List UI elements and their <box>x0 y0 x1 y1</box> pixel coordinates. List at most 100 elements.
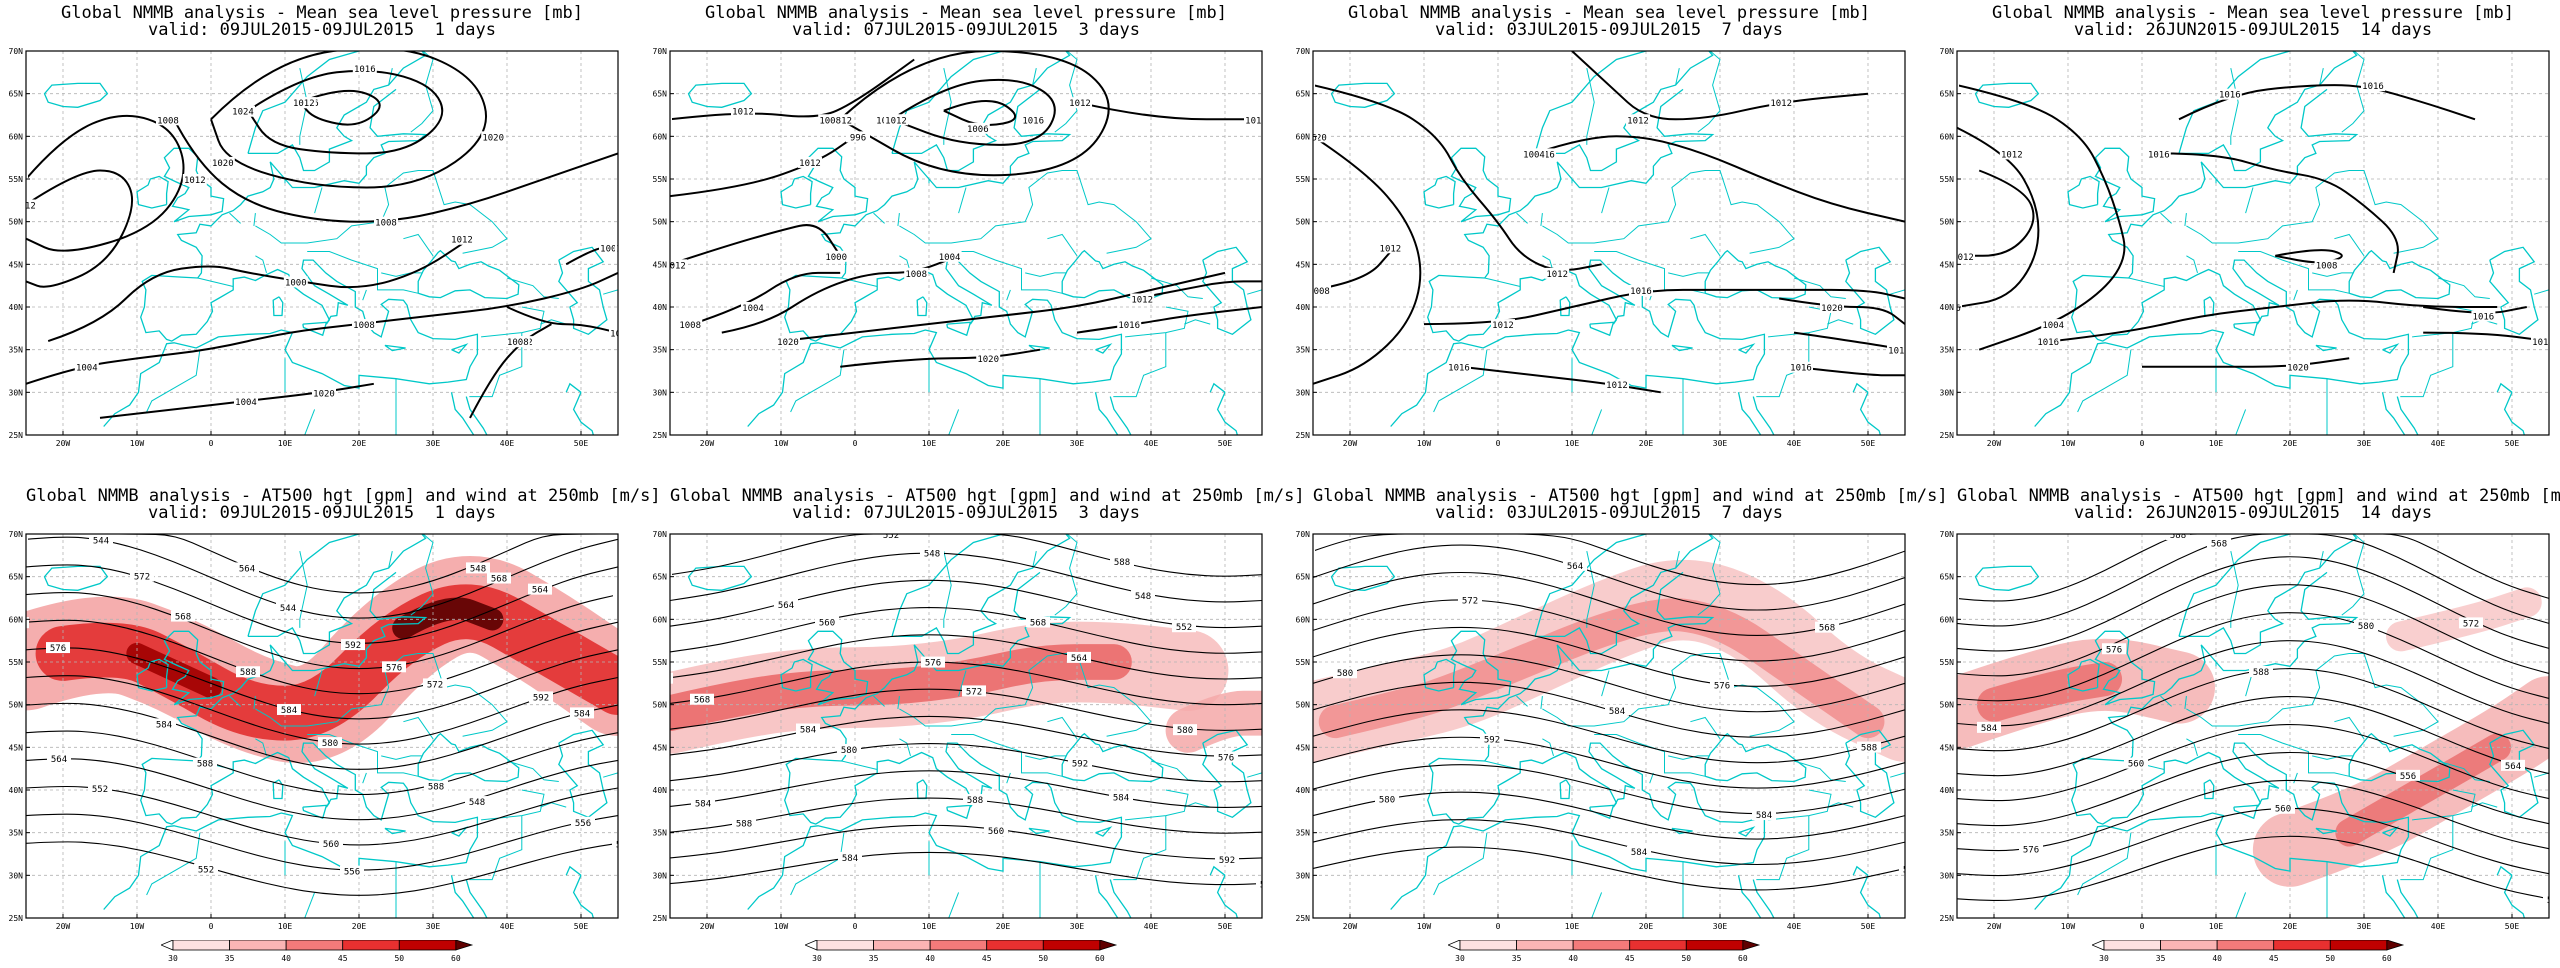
longitude-label: 0 <box>2140 439 2145 448</box>
geopotential-contour <box>670 770 1262 808</box>
latitude-label: 50N <box>653 218 668 227</box>
contour-label: 1012 <box>293 99 315 109</box>
coastline <box>1859 392 1882 435</box>
contour-label: 588 <box>428 783 444 793</box>
contour-label: 1012 <box>1546 270 1568 280</box>
coastline <box>2489 246 2539 336</box>
latitude-label: 25N <box>1940 914 1955 923</box>
latitude-label: 35N <box>9 829 24 838</box>
latitude-label: 55N <box>9 175 24 184</box>
contour-label: 1006 <box>967 125 989 135</box>
colorbar-max-arrow <box>455 939 474 951</box>
coastline <box>2067 175 2100 209</box>
coastline <box>1423 175 1456 209</box>
longitude-label: 20W <box>1343 922 1358 931</box>
longitude-label: 10E <box>278 439 293 448</box>
contour-label: 572 <box>966 687 982 697</box>
coastline <box>302 321 328 337</box>
country-border <box>1542 170 1795 254</box>
geopotential-contour <box>1957 807 2549 877</box>
contour-label: 1012 <box>1606 381 1628 391</box>
latitude-label: 40N <box>1296 786 1311 795</box>
contour-label: 1008 <box>2316 261 2338 271</box>
z500-map-panel-4: 5685685725765805845885645605565765605845… <box>1940 530 2550 931</box>
coastline <box>1974 565 2040 591</box>
contour-label: 1008 <box>353 321 375 331</box>
panel-valid-period: valid: 26JUN2015-09JUL2015 14 days <box>2073 503 2433 523</box>
colorbar-tick-label: 50 <box>1038 954 1048 963</box>
country-border <box>2437 760 2490 782</box>
country-border <box>2230 67 2239 145</box>
contour-label: 592 <box>1484 736 1500 746</box>
country-border <box>314 187 323 214</box>
colorbar-tick-label: 35 <box>2156 954 2166 963</box>
country-border <box>1006 772 1011 784</box>
contour-label: 584 <box>1981 724 1997 734</box>
isobar <box>1136 280 1262 300</box>
country-border <box>304 892 316 918</box>
contour-label: 548 <box>469 798 485 808</box>
coastline <box>1216 875 1239 918</box>
longitude-label: 10W <box>1417 439 1432 448</box>
country-border <box>381 272 422 277</box>
isobar <box>47 237 471 343</box>
country-border <box>2238 251 2350 294</box>
latitude-label: 60N <box>1296 132 1311 141</box>
coastline <box>1450 147 1512 223</box>
longitude-label: 10W <box>2061 439 2076 448</box>
panel-title: Global NMMB analysis - AT500 hgt [gpm] a… <box>670 488 1305 522</box>
latitude-label: 45N <box>1296 260 1311 269</box>
geopotential-contour <box>1957 751 2549 827</box>
colorbar-segment <box>1459 939 1517 951</box>
panel-variable-title: Global NMMB analysis - Mean sea level pr… <box>1348 3 1870 23</box>
latitude-label: 45N <box>1296 743 1311 752</box>
longitude-label: 10W <box>774 922 789 931</box>
latitude-label: 50N <box>653 701 668 710</box>
map-canvas: 548 544 564 568 572 576 580 584 588 548 552 556 560 5… <box>9 530 619 931</box>
longitude-label: 20W <box>56 439 71 448</box>
longitude-label: 30E <box>1713 439 1728 448</box>
geopotential-contour <box>1957 534 2549 627</box>
longitude-label: 10E <box>922 439 937 448</box>
country-border <box>307 251 419 294</box>
latitude-label: 50N <box>9 701 24 710</box>
contour-label: 584 <box>1631 848 1647 858</box>
latitude-label: 35N <box>1940 829 1955 838</box>
coastline <box>2233 804 2259 820</box>
contour-label: 1008 <box>600 244 622 254</box>
coastline <box>2496 382 2513 393</box>
country-border <box>1591 892 1603 918</box>
latitude-label: 45N <box>653 743 668 752</box>
contour-label: 1004 <box>235 398 257 408</box>
geopotential-contour <box>1957 724 2549 802</box>
coastline <box>1704 732 1807 783</box>
longitude-label: 50E <box>574 922 589 931</box>
isobar <box>1957 84 2126 351</box>
contour-label: 1004 <box>742 304 764 314</box>
latitude-label: 50N <box>1940 701 1955 710</box>
country-border <box>1675 550 1680 569</box>
geopotential-contour <box>1313 819 1905 866</box>
country-border <box>540 319 567 325</box>
country-border <box>603 289 618 295</box>
geopotential-contour <box>26 758 618 821</box>
coastline <box>2382 826 2400 837</box>
contour-label: 1016 <box>1790 364 1812 374</box>
longitude-label: 50E <box>1218 439 1233 448</box>
longitude-label: 0 <box>1496 439 1501 448</box>
contour-label: 1008 <box>679 321 701 331</box>
contour-label: 1012 <box>184 176 206 186</box>
panel-valid-period: valid: 03JUL2015-09JUL2015 7 days <box>1435 503 1783 523</box>
contour-label: 592 <box>1219 856 1235 866</box>
latitude-label: 40N <box>9 786 24 795</box>
contour-label: 572 <box>653 675 669 685</box>
coastline <box>1094 392 1119 435</box>
contour-label: 576 <box>2106 645 2122 655</box>
coastline <box>780 658 813 692</box>
coastline <box>2503 392 2526 435</box>
contour-label: 576 <box>386 663 402 673</box>
coastline <box>946 804 972 820</box>
isobar <box>2053 299 2498 343</box>
country-border <box>2160 212 2172 224</box>
contour-label: 1024 <box>232 108 254 118</box>
